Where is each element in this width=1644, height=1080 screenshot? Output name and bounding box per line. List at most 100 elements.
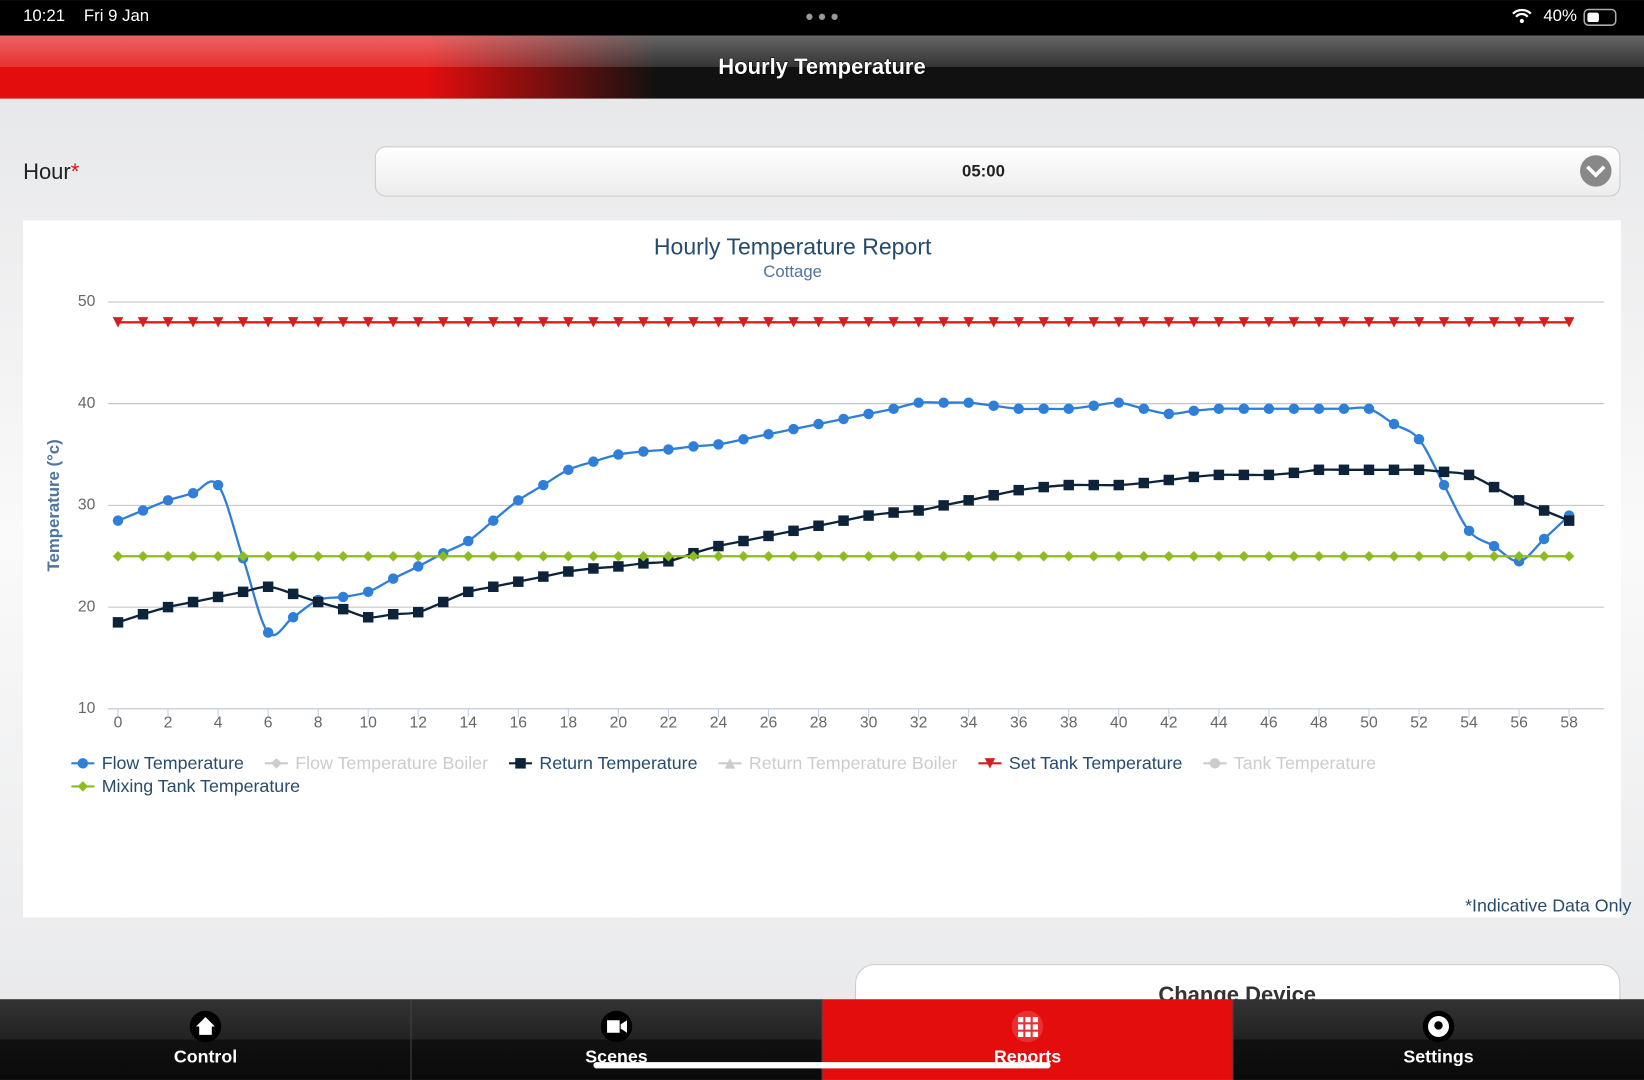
data-point [1188,317,1200,328]
wifi-dot [1519,18,1524,24]
data-point [212,317,224,328]
data-point [963,317,974,328]
tab-icon [196,1017,215,1035]
data-point [1513,551,1525,562]
data-point [412,317,424,328]
data-point [412,561,424,572]
legend-label: Mixing Tank Temperature [102,776,300,796]
y-axis-title: Temperature (°c) [44,439,63,571]
data-point [1238,551,1250,562]
data-point [788,525,799,537]
legend-marker [515,758,526,769]
legend-marker [77,758,89,769]
data-point [337,603,349,615]
data-point [963,551,974,562]
data-point [187,317,199,328]
legend-label: Return Temperature [539,753,697,773]
legend-item[interactable]: Return Temperature Boiler [718,753,958,773]
legend-item[interactable]: Mixing Tank Temperature [71,776,300,796]
data-point [1488,481,1500,493]
data-point [1513,317,1525,328]
x-tick-label: 30 [860,715,878,732]
data-point [513,495,524,506]
y-tick-label: 50 [78,293,96,310]
data-point [538,551,549,562]
data-point [262,317,274,328]
data-point [663,444,674,455]
data-point [1463,317,1475,328]
x-tick-label: 52 [1410,715,1427,732]
data-point [1038,481,1049,493]
data-point [1438,551,1450,562]
data-point [1313,317,1325,328]
data-point [863,317,874,328]
data-point [463,317,474,328]
data-point [1138,317,1150,328]
data-point [137,551,149,562]
data-point [838,515,849,526]
data-point [237,317,249,328]
data-point [1163,551,1175,562]
tab-label: Settings [1403,1047,1473,1067]
data-point [1288,317,1300,328]
data-point [312,317,324,328]
legend-item[interactable]: Set Tank Temperature [978,753,1183,773]
data-point [137,608,149,620]
data-point [563,317,574,328]
legend-label: Set Tank Temperature [1009,753,1183,773]
data-point [412,606,424,618]
data-point [963,495,974,506]
data-point [112,515,124,526]
data-point [813,520,824,531]
data-point [913,505,924,516]
legend-item[interactable]: Tank Temperature [1203,753,1376,773]
legend-item[interactable]: Flow Temperature Boiler [264,753,488,773]
status-date: Fri 9 Jan [84,6,149,25]
data-point [463,551,474,562]
data-point [613,551,624,562]
data-point [212,479,224,491]
data-point [237,586,249,598]
data-point [988,400,999,411]
x-tick-label: 24 [710,715,728,732]
data-point [1088,479,1100,491]
data-point [1413,317,1425,328]
legend-marker [724,758,736,769]
data-point [613,449,624,460]
data-point [963,397,974,408]
hour-select[interactable] [374,146,1621,197]
data-point [1538,317,1550,328]
legend-item[interactable]: Return Temperature [508,753,698,773]
x-tick-label: 20 [610,715,628,732]
data-point [1338,317,1350,328]
select-arrow [1580,155,1612,187]
data-point [588,551,599,562]
data-point [1488,317,1500,328]
hour-label-text: Hour [23,159,71,184]
x-tick-label: 4 [214,715,223,732]
data-point [738,535,749,547]
x-tick-label: 6 [264,715,273,732]
data-point [1263,403,1275,415]
data-point [337,551,349,562]
data-point [287,551,299,562]
data-point [1288,551,1300,562]
chart-subtitle: Cottage [763,262,822,281]
data-point [913,551,924,562]
data-point [513,317,524,328]
x-tick-label: 28 [810,715,828,732]
data-point [1063,551,1074,562]
data-point [463,535,474,547]
data-point [1063,403,1074,415]
data-point [763,551,774,562]
data-point [688,551,699,562]
legend-item[interactable]: Flow Temperature [71,753,244,773]
data-point [1213,551,1225,562]
x-tick-label: 38 [1060,715,1078,732]
data-point [838,413,849,425]
data-point [613,561,624,572]
data-point [137,505,149,516]
home-indicator [593,1062,1051,1069]
data-point [938,317,949,328]
